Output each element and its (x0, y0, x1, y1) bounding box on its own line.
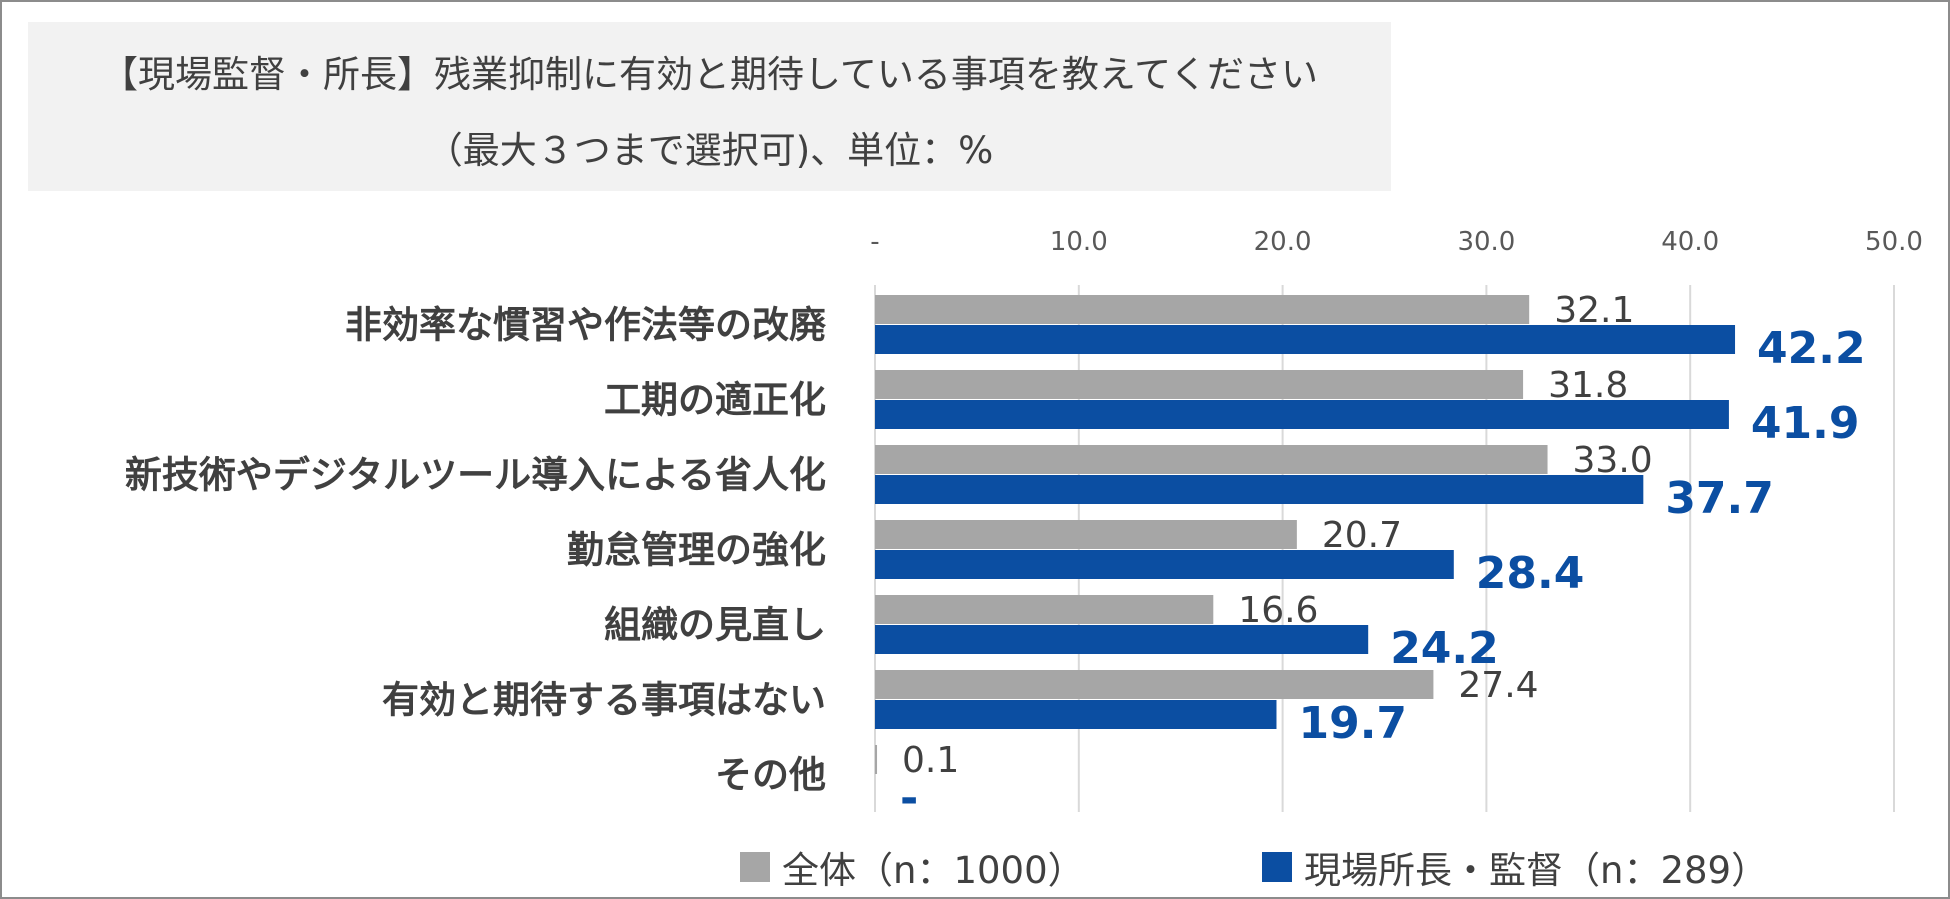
bar-all-1 (875, 370, 1524, 399)
bar-all-4 (875, 595, 1214, 624)
data-label-site-1: 41.9 (1751, 398, 1860, 449)
data-label-all-5: 27.4 (1458, 665, 1538, 706)
data-label-site-4: 24.2 (1390, 623, 1499, 674)
bar-site-1 (875, 400, 1729, 429)
category-label-2: 新技術やデジタルツール導入による省人化 (125, 454, 826, 497)
legend-item-all: 全体（n：1000） (740, 842, 1085, 892)
bar-all-5 (875, 670, 1434, 699)
bar-site-3 (875, 550, 1454, 579)
legend: 全体（n：1000） 現場所長・監督（n：289） (0, 842, 1950, 892)
legend-swatch-all (740, 852, 770, 882)
legend-label-site: 現場所長・監督（n：289） (1304, 849, 1769, 892)
chart-subtitle: （最大３つまで選択可)、単位：% (425, 129, 994, 172)
x-tick-label-2: 20.0 (1254, 227, 1312, 257)
legend-label-all: 全体（n：1000） (782, 849, 1085, 892)
data-label-site-3: 28.4 (1476, 548, 1585, 599)
bar-all-0 (875, 295, 1530, 324)
data-label-site-2: 37.7 (1665, 473, 1774, 524)
data-label-site-5: 19.7 (1298, 698, 1407, 749)
category-label-1: 工期の適正化 (604, 379, 826, 422)
bar-site-5 (875, 700, 1277, 729)
x-tick-label-3: 30.0 (1457, 227, 1515, 257)
bar-chart-plot: - 10.0 20.0 30.0 40.0 50.0 非効率な慣習や作法等の改廃 32.1 42… (125, 227, 1923, 824)
data-label-all-2: 33.0 (1573, 440, 1653, 481)
category-label-6: その他 (715, 754, 826, 797)
bar-site-4 (875, 625, 1369, 654)
x-tick-label-0: - (870, 227, 879, 257)
category-label-4: 組織の見直し (604, 604, 826, 647)
data-label-all-1: 31.8 (1548, 365, 1628, 406)
data-label-all-6: 0.1 (902, 740, 959, 781)
bar-site-0 (875, 325, 1736, 354)
chart-title: 【現場監督・所長】残業抑制に有効と期待している事項を教えてください (101, 53, 1318, 96)
bar-all-3 (875, 520, 1297, 549)
x-tick-label-4: 40.0 (1661, 227, 1719, 257)
data-label-all-4: 16.6 (1238, 590, 1318, 631)
legend-swatch-site (1262, 852, 1292, 882)
category-label-0: 非効率な慣習や作法等の改廃 (345, 304, 827, 347)
bar-all-6 (875, 745, 878, 774)
data-label-all-0: 32.1 (1554, 290, 1634, 331)
data-label-site-0: 42.2 (1757, 323, 1866, 374)
title-box: 【現場監督・所長】残業抑制に有効と期待している事項を教えてください （最大３つま… (28, 22, 1391, 191)
data-label-site-6: - (900, 773, 918, 824)
category-label-3: 勤怠管理の強化 (567, 529, 826, 572)
data-label-all-3: 20.7 (1322, 515, 1402, 556)
bar-all-2 (875, 445, 1548, 474)
x-tick-label-5: 50.0 (1865, 227, 1923, 257)
legend-item-site: 現場所長・監督（n：289） (1262, 842, 1768, 892)
x-tick-label-1: 10.0 (1050, 227, 1108, 257)
bar-site-2 (875, 475, 1644, 504)
category-label-5: 有効と期待する事項はない (382, 679, 826, 722)
